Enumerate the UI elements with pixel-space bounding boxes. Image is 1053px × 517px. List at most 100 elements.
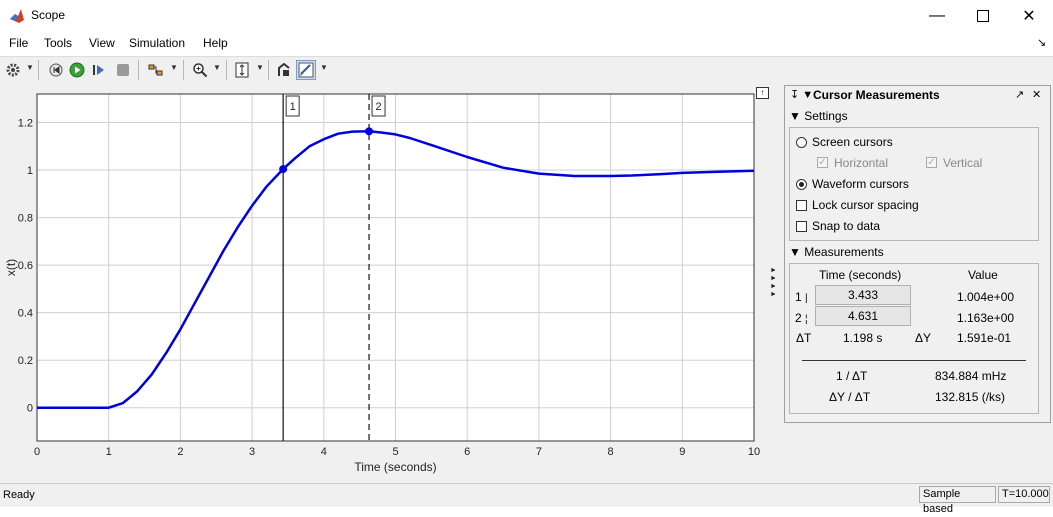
x-tick-label: 5 (392, 446, 398, 458)
minimize-icon: — (929, 7, 945, 24)
menu-bar (0, 32, 1053, 54)
delta-t-label: ΔT (796, 331, 812, 345)
cursor-1-tag-label: 1 (290, 101, 296, 113)
y-axis-label: x(t) (4, 259, 18, 276)
cursor-measurements-icon[interactable] (296, 60, 316, 80)
y-tick-label: 1.2 (18, 118, 33, 130)
maximize-icon (977, 10, 989, 22)
vertical-label: Vertical (943, 156, 983, 170)
cursor-2-tag-label: 2 (375, 101, 381, 113)
matlab-icon (10, 9, 24, 23)
screen-cursors-radio[interactable] (796, 137, 807, 148)
signal-line (37, 130, 755, 409)
x-tick-label: 0 (34, 446, 40, 458)
chevron-down-icon[interactable]: ▼ (320, 63, 328, 72)
x-tick-label: 9 (679, 446, 685, 458)
slope-label: ΔY / ΔT (829, 390, 871, 404)
horizontal-label: Horizontal (834, 156, 889, 170)
minimize-button[interactable]: — (914, 0, 960, 32)
cursor-1-marker (279, 165, 288, 174)
toolbar-separator (138, 60, 139, 80)
zoom-icon[interactable] (190, 60, 210, 80)
y-tick-label: 0.8 (18, 213, 33, 225)
highlight-block-icon[interactable] (274, 60, 294, 80)
x-tick-label: 3 (249, 446, 255, 458)
cursor-2-time[interactable]: 4.631 (815, 306, 911, 326)
toolbar-separator (183, 60, 184, 80)
delta-y-value: 1.591e-01 (957, 331, 1012, 345)
x-axis-label: Time (seconds) (354, 460, 436, 474)
y-tick-label: 0.6 (18, 260, 33, 272)
lock-spacing-label: Lock cursor spacing (812, 198, 919, 212)
status-text: Ready (3, 489, 35, 501)
stop-icon[interactable] (113, 60, 133, 80)
signal-selector-icon[interactable] (146, 60, 166, 80)
screen-cursors-label: Screen cursors (812, 135, 893, 149)
lock-spacing-checkbox[interactable] (796, 200, 807, 211)
snap-to-data-checkbox[interactable] (796, 221, 807, 232)
menu-view[interactable]: View (89, 36, 115, 50)
run-icon[interactable] (67, 60, 87, 80)
step-forward-icon[interactable] (89, 60, 109, 80)
menu-simulation[interactable]: Simulation (129, 36, 186, 50)
sample-mode-indicator: Sample based (919, 486, 996, 515)
settings-section-toggle[interactable]: ▼ Settings (789, 109, 848, 123)
snap-to-data-label: Snap to data (812, 219, 881, 233)
panel-close-icon[interactable]: ✕ (1032, 89, 1042, 101)
cursor-1-time[interactable]: 3.433 (815, 285, 911, 305)
cursor-2-marker (365, 127, 374, 136)
step-back-icon[interactable] (45, 60, 65, 80)
undock-icon[interactable]: ↑ (756, 87, 769, 99)
expand-panel-icon[interactable]: ► ► ► ► (770, 267, 777, 298)
sim-time-indicator: T=10.000 (998, 486, 1050, 503)
cursor-2-tag[interactable] (371, 95, 386, 117)
menu-file[interactable]: File (9, 36, 29, 50)
menu-tools[interactable]: Tools (44, 36, 73, 50)
chevron-down-icon[interactable]: ▼ (256, 63, 264, 72)
cursor-1-value: 1.004e+00 (957, 290, 1015, 304)
y-tick-label: 1 (27, 165, 33, 177)
x-tick-label: 8 (608, 446, 614, 458)
waveform-cursors-radio[interactable] (796, 179, 807, 190)
measurements-section-toggle[interactable]: ▼ Measurements (789, 245, 884, 259)
x-tick-label: 7 (536, 446, 542, 458)
horizontal-checkbox[interactable]: ✓ (817, 157, 828, 168)
collapse-toolstrip-icon[interactable]: ↘ (1037, 37, 1047, 49)
vertical-checkbox[interactable]: ✓ (926, 157, 937, 168)
delta-y-label: ΔY (915, 331, 932, 345)
panel-undock-icon[interactable]: ↗ (1015, 89, 1025, 101)
cursor-2-value: 1.163e+00 (957, 311, 1015, 325)
time-column-header: Time (seconds) (819, 268, 902, 282)
toolbar-separator (226, 60, 227, 80)
cursor-1-tag[interactable] (285, 95, 300, 117)
panel-pin-icon[interactable]: ↧ ▼ (790, 89, 814, 101)
title-bar (0, 0, 1053, 32)
inverse-delta-t-label: 1 / ΔT (836, 369, 868, 383)
y-tick-label: 0.4 (18, 308, 33, 320)
chevron-down-icon[interactable]: ▼ (170, 63, 178, 72)
x-tick-label: 2 (177, 446, 183, 458)
inverse-delta-t-value: 834.884 mHz (935, 369, 1007, 383)
x-tick-label: 4 (321, 446, 327, 458)
settings-header: Settings (804, 109, 848, 123)
close-icon: ✕ (1022, 8, 1036, 25)
menu-help[interactable]: Help (203, 36, 228, 50)
slope-value: 132.815 (/ks) (935, 390, 1006, 404)
gear-icon[interactable] (3, 60, 23, 80)
x-tick-label: 10 (748, 446, 760, 458)
maximize-button[interactable] (960, 0, 1006, 32)
panel-title: Cursor Measurements (813, 88, 940, 102)
close-button[interactable]: ✕ (1006, 0, 1052, 32)
scale-axes-icon[interactable] (232, 60, 252, 80)
plot-frame (36, 93, 755, 442)
delta-t-value: 1.198 s (843, 331, 883, 345)
x-tick-label: 6 (464, 446, 470, 458)
waveform-cursors-label: Waveform cursors (812, 177, 909, 191)
value-column-header: Value (968, 268, 998, 282)
chevron-down-icon[interactable]: ▼ (213, 63, 221, 72)
scope-plot[interactable]: 0 1 2 3 4 5 6 7 8 9 10 0 0.2 0.4 0.6 0.8 1 1.2 Time (secon… (0, 85, 780, 483)
settings-group (789, 127, 1039, 241)
chevron-down-icon[interactable]: ▼ (26, 63, 34, 72)
cursor-1-label: 1 | (795, 290, 808, 304)
x-tick-label: 1 (106, 446, 112, 458)
